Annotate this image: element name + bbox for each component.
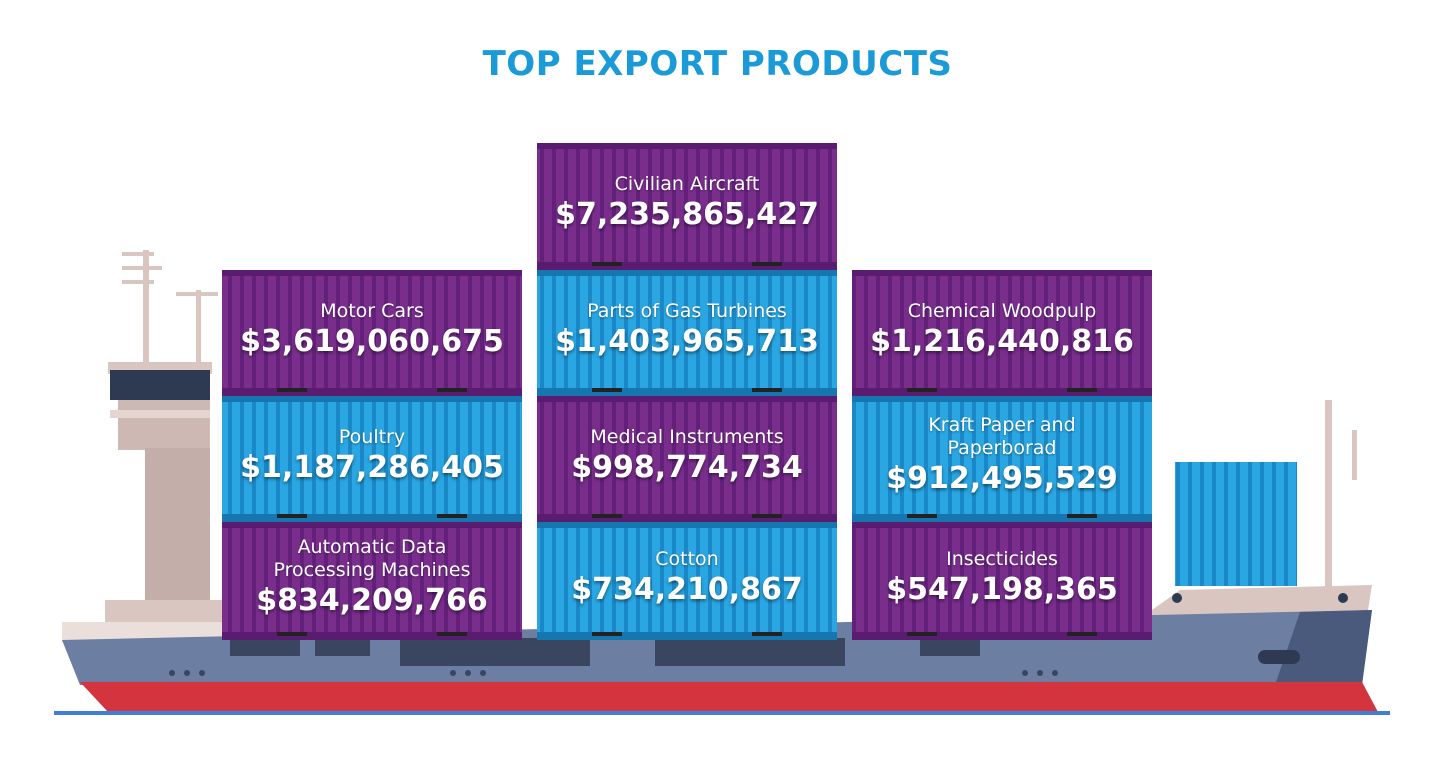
- product-label: Automatic Data Processing Machines: [273, 536, 471, 581]
- container-edge: [852, 514, 1152, 522]
- container-edge: [852, 388, 1152, 396]
- container-edge: [537, 396, 837, 402]
- product-label: Poultry: [338, 425, 406, 448]
- product-label: Parts of Gas Turbines: [587, 299, 787, 322]
- container-edge: [852, 632, 1152, 640]
- container-edge: [222, 514, 522, 522]
- container-slot: [437, 632, 467, 636]
- container: [537, 396, 837, 522]
- container-edge: [222, 388, 522, 396]
- title: TOP EXPORT PRODUCTS: [482, 44, 953, 84]
- product-value: $1,187,286,405: [240, 449, 504, 485]
- container-edge: [222, 396, 522, 402]
- container-slot: [592, 632, 622, 636]
- product: Parts of Gas Turbines $1,403,965,713: [537, 270, 837, 396]
- product-label: Civilian Aircraft: [614, 173, 760, 195]
- container-edge: [852, 396, 1152, 402]
- container-slot: [752, 388, 782, 392]
- container-slot: [752, 514, 782, 518]
- container-slot: [1067, 388, 1097, 392]
- product: Cotton $734,210,867: [537, 522, 837, 640]
- container-slot: [752, 262, 782, 266]
- container-slot: [907, 388, 937, 392]
- container: [852, 270, 1152, 396]
- container-slot: [752, 632, 782, 636]
- container-slot: [907, 632, 937, 636]
- product: Civilian Aircraft $7,235,865,427: [537, 143, 837, 270]
- container-edge: [537, 262, 837, 270]
- product: Medical Instruments $998,774,734: [537, 396, 837, 522]
- container-slot: [437, 514, 467, 518]
- product-value: $3,619,060,675: [240, 323, 504, 359]
- product: Insecticides $547,198,365: [852, 522, 1152, 640]
- product-value: $734,210,867: [571, 571, 803, 607]
- product-value: $547,198,365: [886, 571, 1118, 607]
- product: Poultry $1,187,286,405: [222, 396, 522, 522]
- container-edge: [222, 522, 522, 528]
- container-edge: [537, 388, 837, 396]
- product-label: Motor Cars: [320, 299, 424, 322]
- product-value: $1,216,440,816: [870, 323, 1134, 359]
- container-slot: [592, 262, 622, 266]
- product: Automatic Data Processing Machines $834,2…: [222, 522, 522, 640]
- product: Kraft Paper and Paperborad $912,495,529: [852, 396, 1152, 522]
- container: [222, 396, 522, 522]
- container-edge: [537, 143, 837, 149]
- container: [852, 396, 1152, 522]
- container-edge: [537, 522, 837, 528]
- product-value: $834,209,766: [256, 583, 488, 618]
- product: Motor Cars $3,619,060,675: [222, 270, 522, 396]
- container-slot: [437, 388, 467, 392]
- container-edge: [852, 522, 1152, 528]
- container-slot: [277, 388, 307, 392]
- container-slot: [907, 514, 937, 518]
- container: [537, 522, 837, 640]
- product-value: $912,495,529: [886, 461, 1118, 496]
- container: [537, 270, 837, 396]
- product-label: Insecticides: [946, 547, 1058, 570]
- product-label: Medical Instruments: [590, 425, 784, 448]
- container-edge: [537, 270, 837, 276]
- product-label: Chemical Woodpulp: [907, 299, 1097, 322]
- container: [222, 270, 522, 396]
- product: Chemical Woodpulp $1,216,440,816: [852, 270, 1152, 396]
- container-edge: [852, 270, 1152, 276]
- container-slot: [277, 632, 307, 636]
- container-edge: [222, 632, 522, 640]
- container: [852, 522, 1152, 640]
- product-label: Kraft Paper and Paperborad: [928, 414, 1076, 459]
- container-edge: [537, 514, 837, 522]
- container: [537, 143, 837, 270]
- product-value: $998,774,734: [571, 449, 803, 485]
- container-edge: [222, 270, 522, 276]
- product-value: $1,403,965,713: [555, 323, 819, 359]
- container-slot: [1067, 632, 1097, 636]
- product-value: $7,235,865,427: [555, 197, 819, 232]
- container-edge: [537, 632, 837, 640]
- product-label: Cotton: [655, 547, 719, 570]
- container-slot: [592, 514, 622, 518]
- container-slot: [1067, 514, 1097, 518]
- container-slot: [592, 388, 622, 392]
- container-slot: [277, 514, 307, 518]
- container: [222, 522, 522, 640]
